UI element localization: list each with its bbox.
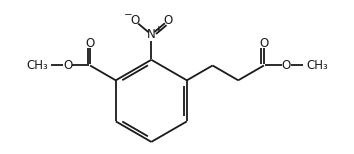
Text: −: − xyxy=(124,10,132,20)
Text: +: + xyxy=(154,25,161,34)
Text: O: O xyxy=(281,59,291,72)
Text: O: O xyxy=(259,37,269,50)
Text: N: N xyxy=(147,28,156,41)
Text: O: O xyxy=(85,37,95,50)
Text: O: O xyxy=(63,59,73,72)
Text: O: O xyxy=(130,14,139,27)
Text: O: O xyxy=(163,14,172,27)
Text: CH₃: CH₃ xyxy=(306,59,328,72)
Text: CH₃: CH₃ xyxy=(26,59,48,72)
